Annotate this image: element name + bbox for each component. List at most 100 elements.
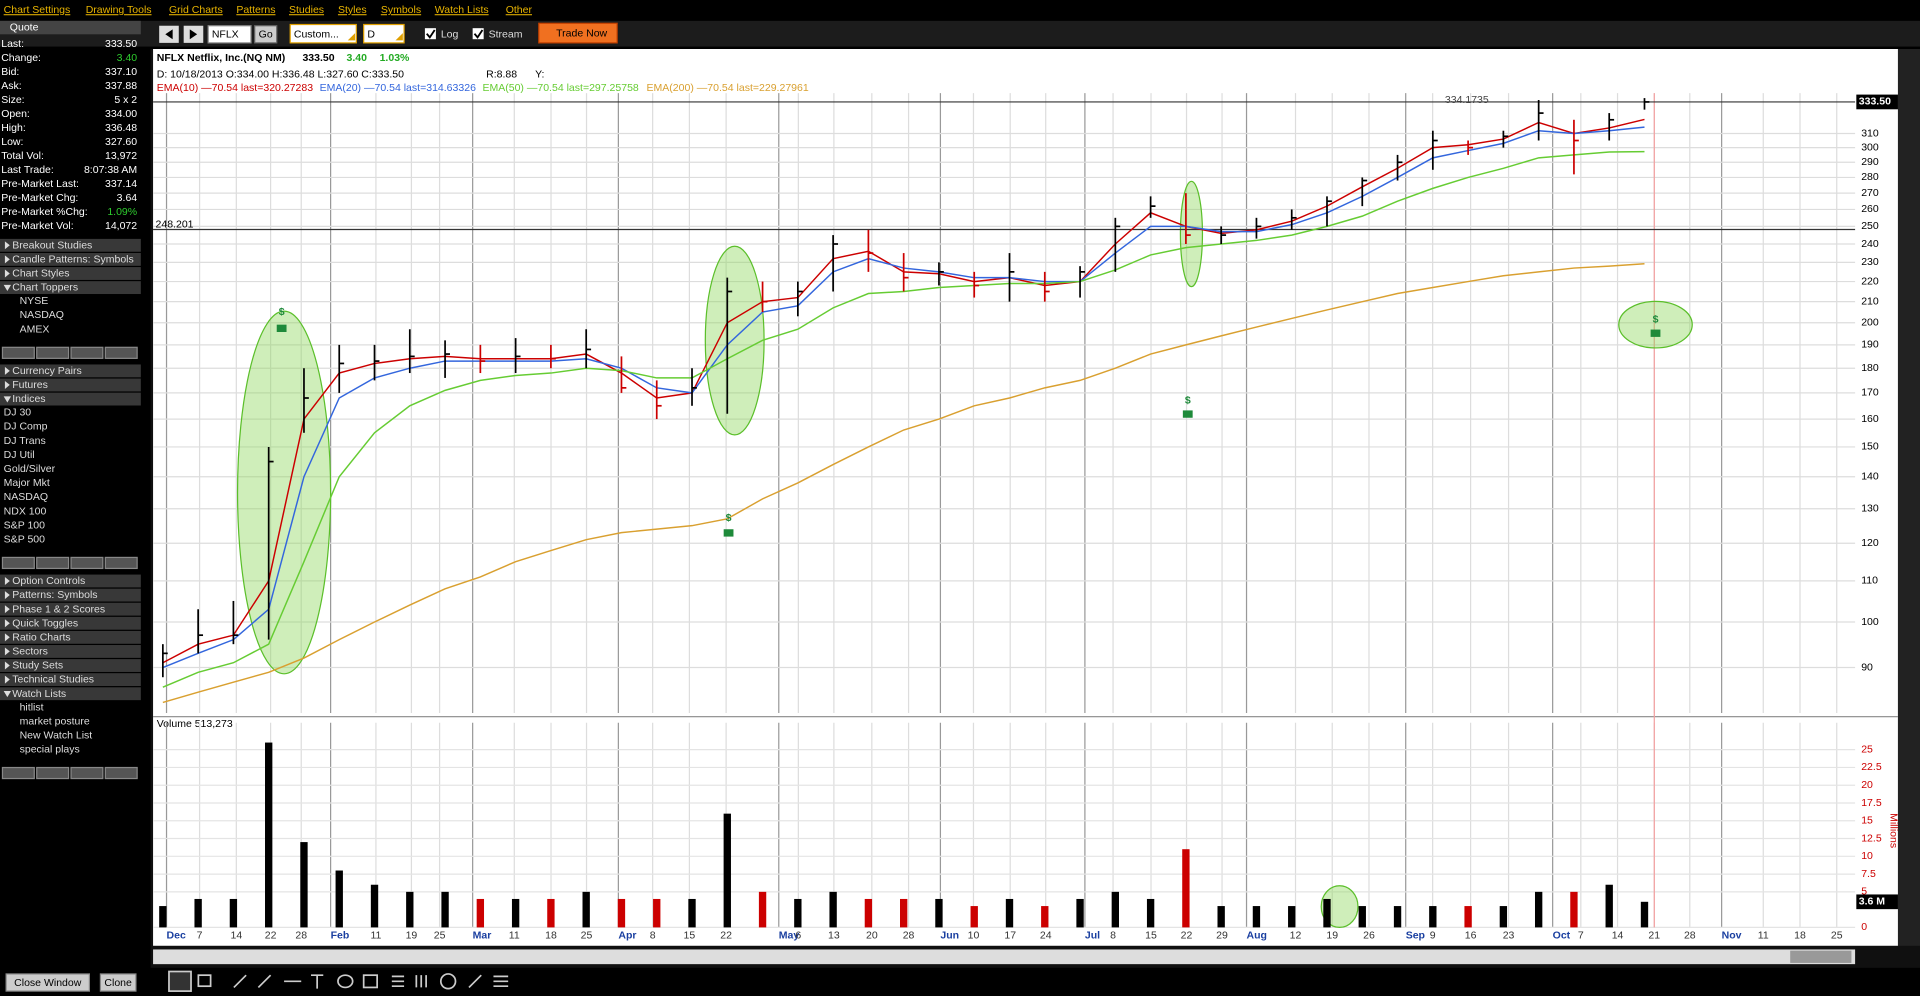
earnings-icon — [1182, 410, 1193, 418]
y-tick-label: 180 — [1861, 362, 1879, 374]
tool-rect[interactable] — [362, 974, 378, 989]
list-item[interactable]: DJ Util — [4, 449, 35, 461]
go-button[interactable] — [254, 25, 278, 44]
volume-bar — [1605, 884, 1613, 928]
tool-select[interactable] — [168, 970, 192, 992]
section-header[interactable] — [0, 267, 141, 280]
list-item[interactable]: S&P 500 — [4, 533, 45, 545]
tool-box[interactable] — [197, 974, 212, 988]
x-tick-label: Mar — [473, 930, 492, 942]
section-header[interactable] — [0, 659, 141, 672]
panel-tool[interactable] — [70, 346, 104, 359]
quote-header[interactable] — [0, 20, 141, 35]
menu-item[interactable]: Watch Lists — [435, 4, 489, 16]
tool-pen[interactable] — [468, 974, 482, 989]
tool-arc[interactable] — [439, 973, 457, 990]
section-header[interactable] — [0, 392, 141, 406]
menu-item[interactable]: Symbols — [381, 4, 421, 16]
earnings-marker[interactable]: $ — [1185, 394, 1191, 406]
y-tick-label: 170 — [1861, 387, 1879, 399]
panel-tool[interactable] — [36, 766, 70, 780]
panel-tool[interactable] — [70, 556, 104, 570]
section-header[interactable] — [0, 281, 141, 295]
trade-button[interactable] — [538, 22, 618, 44]
y-tick-label: 220 — [1861, 275, 1879, 287]
panel-tool[interactable] — [70, 766, 104, 780]
section-header[interactable] — [0, 588, 141, 602]
section-header[interactable] — [0, 616, 141, 630]
panel-tool[interactable] — [36, 346, 70, 359]
volume-bar — [1358, 906, 1366, 928]
x-tick-label: Aug — [1247, 930, 1267, 942]
list-item[interactable]: market posture — [20, 715, 90, 727]
panel-tool[interactable] — [104, 556, 138, 570]
earnings-marker[interactable]: $ — [726, 512, 732, 524]
tool-list[interactable] — [493, 975, 509, 988]
section-header[interactable] — [0, 645, 141, 658]
volume-bar — [265, 742, 273, 928]
symbol-input[interactable] — [207, 25, 252, 44]
panel-tool[interactable] — [1, 556, 35, 570]
menu-item[interactable]: Chart Settings — [4, 4, 71, 16]
section-header[interactable] — [0, 238, 141, 252]
tool-cycles[interactable] — [415, 975, 427, 988]
tool-text[interactable] — [311, 974, 324, 989]
menu-item[interactable]: Other — [506, 4, 533, 16]
list-item[interactable]: DJ Trans — [4, 435, 46, 447]
section-header[interactable] — [0, 630, 141, 644]
tool-channel[interactable] — [257, 974, 272, 989]
earnings-marker[interactable]: $ — [1653, 314, 1659, 326]
list-item[interactable]: NASDAQ — [4, 491, 48, 503]
panel-tool[interactable] — [1, 346, 35, 359]
period-dropdown[interactable] — [289, 23, 357, 44]
list-item[interactable]: NDX 100 — [4, 505, 47, 517]
panel-tool[interactable] — [1, 766, 35, 780]
menu-item[interactable]: Studies — [289, 4, 324, 16]
volume-bar — [370, 884, 379, 928]
x-tick-label: 19 — [1326, 930, 1338, 942]
log-checkbox[interactable] — [424, 28, 436, 40]
interval-dropdown[interactable] — [363, 23, 405, 44]
section-header[interactable] — [0, 574, 141, 588]
list-item[interactable]: AMEX — [20, 323, 50, 335]
list-item[interactable]: S&P 100 — [4, 519, 45, 531]
section-label: Sectors — [12, 646, 48, 658]
tool-ellipse[interactable] — [337, 974, 354, 989]
list-item[interactable]: NYSE — [20, 295, 49, 307]
tool-line[interactable] — [233, 974, 247, 989]
list-item[interactable]: DJ 30 — [4, 407, 32, 419]
clone-button[interactable] — [99, 973, 137, 992]
menu-item[interactable]: Drawing Tools — [86, 4, 152, 16]
section-header[interactable] — [0, 602, 141, 616]
section-header[interactable] — [0, 252, 141, 266]
stream-checkbox[interactable] — [472, 28, 484, 40]
list-item[interactable]: DJ Comp — [4, 421, 48, 433]
panel-tool[interactable] — [36, 556, 70, 570]
list-item[interactable]: Major Mkt — [4, 477, 50, 489]
panel-tool[interactable] — [104, 766, 138, 780]
list-item[interactable]: hitlist — [20, 701, 44, 713]
x-tick-label: 18 — [545, 930, 557, 942]
section-header[interactable] — [0, 687, 141, 701]
earnings-marker[interactable]: $ — [279, 306, 285, 318]
list-item[interactable]: special plays — [20, 744, 80, 756]
header-last: 333.50 — [302, 52, 334, 64]
panel-tool[interactable] — [104, 346, 138, 359]
list-item[interactable]: Gold/Silver — [4, 463, 56, 475]
menu-item[interactable]: Patterns — [236, 4, 275, 16]
close-window-button[interactable] — [5, 973, 90, 992]
list-item[interactable]: NASDAQ — [20, 309, 64, 321]
menu-item[interactable]: Styles — [338, 4, 367, 16]
scrollbar[interactable] — [153, 949, 1856, 965]
tool-fib[interactable] — [391, 975, 405, 988]
highlight-ellipse — [236, 310, 332, 675]
section-header[interactable] — [0, 673, 141, 687]
section-header[interactable] — [0, 364, 141, 378]
section-header[interactable] — [0, 378, 141, 392]
scroll-thumb[interactable] — [1790, 950, 1852, 963]
volume-bar — [758, 891, 767, 928]
menu-item[interactable]: Grid Charts — [169, 4, 223, 16]
list-item[interactable]: New Watch List — [20, 729, 93, 741]
x-tick-label: 25 — [434, 930, 446, 942]
